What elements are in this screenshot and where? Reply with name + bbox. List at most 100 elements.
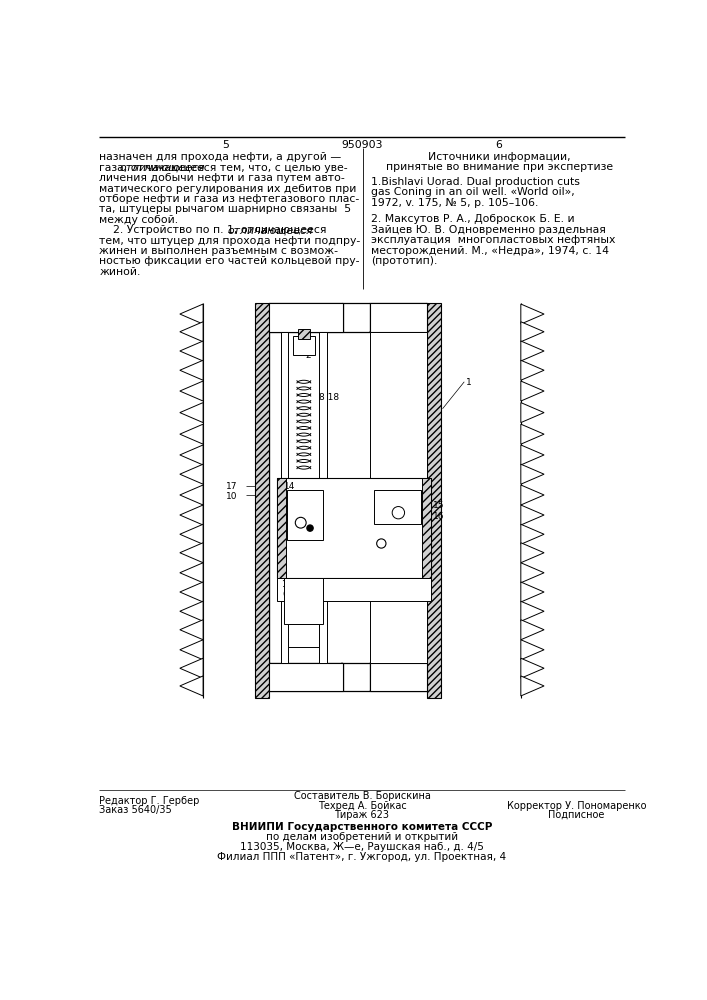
Text: Источники информации,: Источники информации, bbox=[428, 152, 571, 162]
Text: отборе нефти и газа из нефтегазового плас-: отборе нефти и газа из нефтегазового пла… bbox=[99, 194, 359, 204]
Polygon shape bbox=[521, 424, 544, 444]
Text: месторождений. М., «Недра», 1974, с. 14: месторождений. М., «Недра», 1974, с. 14 bbox=[371, 246, 609, 256]
Text: 2. Максутов Р. А., Доброскок Б. Е. и: 2. Максутов Р. А., Доброскок Б. Е. и bbox=[371, 214, 575, 224]
Text: жиной.: жиной. bbox=[99, 267, 141, 277]
Bar bbox=[276, 478, 286, 578]
Text: принятые во внимание при экспертизе: принятые во внимание при экспертизе bbox=[385, 162, 613, 172]
Text: 17: 17 bbox=[226, 482, 238, 491]
Text: 7 9 11: 7 9 11 bbox=[279, 517, 305, 526]
Text: 14: 14 bbox=[284, 482, 296, 491]
Bar bbox=[370, 303, 427, 332]
Text: (прототип).: (прототип). bbox=[371, 256, 438, 266]
Bar bbox=[269, 303, 343, 332]
Polygon shape bbox=[180, 620, 203, 640]
Text: Корректор У. Пономаренко: Корректор У. Пономаренко bbox=[507, 801, 646, 811]
Bar bbox=[427, 303, 441, 698]
Bar bbox=[276, 578, 431, 601]
Polygon shape bbox=[521, 505, 544, 525]
Text: матического регулирования их дебитов при: матического регулирования их дебитов при bbox=[99, 184, 356, 194]
Text: Филиал ППП «Патент», г. Ужгород, ул. Проектная, 4: Филиал ППП «Патент», г. Ужгород, ул. Про… bbox=[217, 852, 506, 862]
Polygon shape bbox=[180, 601, 203, 621]
Polygon shape bbox=[521, 620, 544, 640]
Text: 113035, Москва, Ж—е, Раушская наб., д. 4/5: 113035, Москва, Ж—е, Раушская наб., д. 4… bbox=[240, 842, 484, 852]
Polygon shape bbox=[180, 304, 203, 324]
Polygon shape bbox=[180, 524, 203, 544]
Bar bbox=[373, 490, 421, 524]
Polygon shape bbox=[180, 676, 203, 696]
Text: между собой.: между собой. bbox=[99, 215, 178, 225]
Text: 15: 15 bbox=[433, 501, 445, 510]
Text: Заказ 5640/35: Заказ 5640/35 bbox=[99, 805, 172, 815]
Text: 950903: 950903 bbox=[341, 140, 382, 150]
Bar bbox=[370, 663, 427, 691]
Bar bbox=[276, 478, 431, 578]
Polygon shape bbox=[180, 322, 203, 342]
Polygon shape bbox=[180, 341, 203, 361]
Polygon shape bbox=[180, 464, 203, 484]
Polygon shape bbox=[180, 403, 203, 423]
Text: Тираж 623: Тираж 623 bbox=[334, 810, 390, 820]
Bar bbox=[269, 663, 343, 691]
Text: 1: 1 bbox=[305, 334, 311, 343]
Bar bbox=[320, 332, 327, 663]
Text: 17: 17 bbox=[300, 605, 312, 614]
Polygon shape bbox=[180, 381, 203, 401]
Text: отличающееся: отличающееся bbox=[119, 163, 205, 173]
Bar bbox=[284, 578, 323, 624]
Text: 10: 10 bbox=[226, 492, 238, 501]
Polygon shape bbox=[180, 543, 203, 563]
Bar bbox=[287, 490, 323, 540]
Polygon shape bbox=[180, 582, 203, 602]
Polygon shape bbox=[521, 524, 544, 544]
Text: Зайцев Ю. В. Одновременно раздельная: Зайцев Ю. В. Одновременно раздельная bbox=[371, 225, 606, 235]
Text: 1972, v. 175, № 5, p. 105–106.: 1972, v. 175, № 5, p. 105–106. bbox=[371, 198, 539, 208]
Text: личения добычи нефти и газа путем авто-: личения добычи нефти и газа путем авто- bbox=[99, 173, 345, 183]
Text: отличающееся: отличающееся bbox=[227, 225, 312, 235]
Polygon shape bbox=[180, 360, 203, 380]
Text: та, штуцеры рычагом шарнирно связаны  5: та, штуцеры рычагом шарнирно связаны 5 bbox=[99, 204, 351, 214]
Text: жинен и выполнен разъемным с возмож-: жинен и выполнен разъемным с возмож- bbox=[99, 246, 338, 256]
Polygon shape bbox=[521, 445, 544, 465]
Bar bbox=[281, 332, 288, 663]
Polygon shape bbox=[521, 582, 544, 602]
Text: ностью фиксации его частей кольцевой пру-: ностью фиксации его частей кольцевой пру… bbox=[99, 256, 360, 266]
Text: назначен для прохода нефти, а другой —: назначен для прохода нефти, а другой — bbox=[99, 152, 341, 162]
Polygon shape bbox=[180, 445, 203, 465]
Text: 5: 5 bbox=[222, 140, 229, 150]
Polygon shape bbox=[521, 485, 544, 505]
Text: эксплуатация  многопластовых нефтяных: эксплуатация многопластовых нефтяных bbox=[371, 235, 616, 245]
Text: 1.Bishlavi Uorad. Dual production cuts: 1.Bishlavi Uorad. Dual production cuts bbox=[371, 177, 580, 187]
Text: Редактор Г. Гербер: Редактор Г. Гербер bbox=[99, 796, 199, 806]
Polygon shape bbox=[521, 304, 544, 324]
Polygon shape bbox=[180, 640, 203, 660]
Polygon shape bbox=[180, 485, 203, 505]
Polygon shape bbox=[521, 381, 544, 401]
Text: 2. Устройство по п. 1, отличающееся: 2. Устройство по п. 1, отличающееся bbox=[99, 225, 327, 235]
Text: по делам изобретений и открытий: по делам изобретений и открытий bbox=[266, 832, 458, 842]
Bar bbox=[255, 303, 269, 698]
Polygon shape bbox=[180, 505, 203, 525]
Text: Техред А. Бойкас: Техред А. Бойкас bbox=[317, 801, 407, 811]
Polygon shape bbox=[521, 360, 544, 380]
Polygon shape bbox=[180, 563, 203, 583]
Text: 4: 4 bbox=[284, 492, 290, 501]
Polygon shape bbox=[521, 341, 544, 361]
Text: 13 12 13: 13 12 13 bbox=[282, 580, 319, 589]
Text: 8 18: 8 18 bbox=[320, 393, 339, 402]
Polygon shape bbox=[521, 464, 544, 484]
Bar bbox=[293, 336, 315, 355]
Circle shape bbox=[307, 525, 313, 531]
Text: 1: 1 bbox=[466, 378, 472, 387]
Text: Подписное: Подписное bbox=[549, 810, 604, 820]
Bar bbox=[298, 329, 310, 339]
Text: 16: 16 bbox=[433, 512, 445, 521]
Text: gas Coning in an oil well. «World oil»,: gas Coning in an oil well. «World oil», bbox=[371, 187, 575, 197]
Text: 2: 2 bbox=[305, 351, 311, 360]
Bar bbox=[421, 478, 431, 578]
Text: 18: 18 bbox=[305, 343, 317, 352]
Polygon shape bbox=[521, 543, 544, 563]
Text: 6: 6 bbox=[282, 590, 288, 599]
Polygon shape bbox=[521, 640, 544, 660]
Bar bbox=[370, 332, 427, 663]
Text: 6: 6 bbox=[496, 140, 503, 150]
